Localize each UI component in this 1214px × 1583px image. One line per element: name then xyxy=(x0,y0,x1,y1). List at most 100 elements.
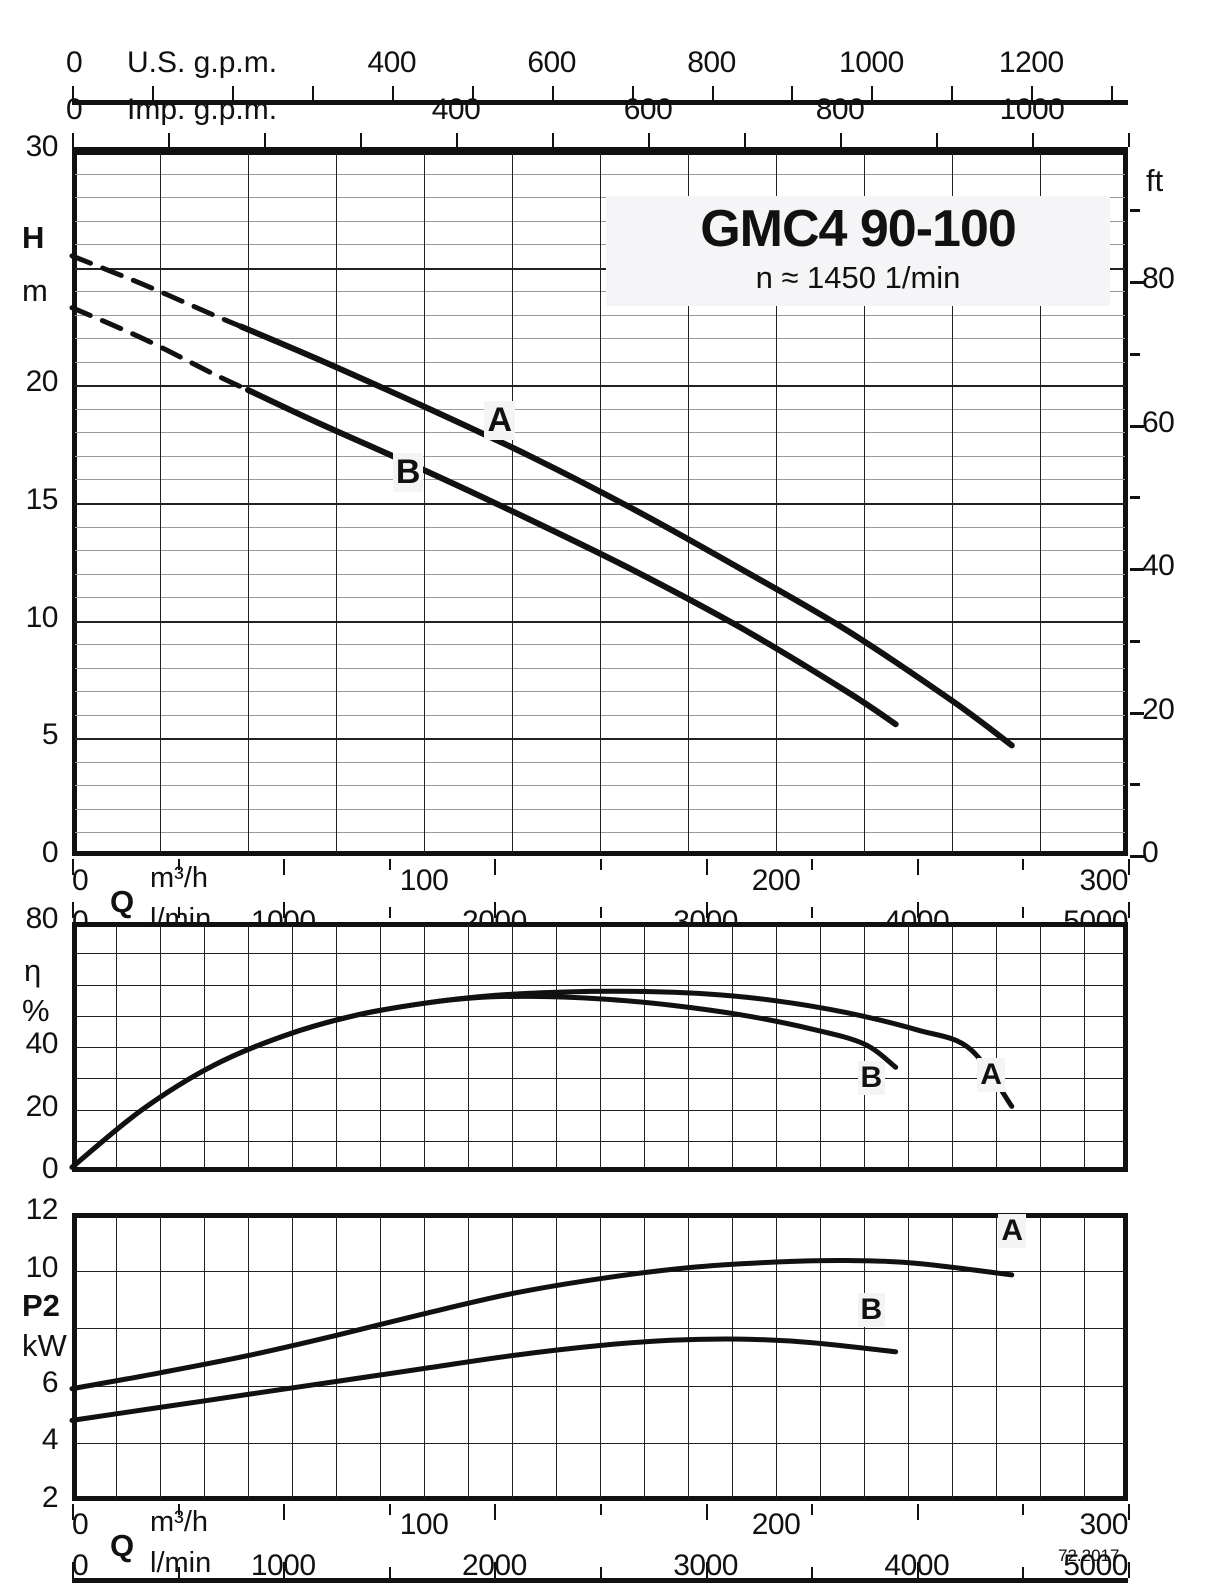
power-q-m3h-tick-label: 0 xyxy=(72,1508,89,1541)
efficiency-curve-b xyxy=(69,993,899,1170)
power-curve-a xyxy=(69,1257,1015,1392)
efficiency-top-tick xyxy=(1128,902,1130,918)
power-gridline-vertical xyxy=(380,1216,381,1498)
efficiency-gridline-vertical xyxy=(160,925,161,1169)
head-bottom-tick-mark xyxy=(283,859,286,875)
efficiency-gridline-vertical xyxy=(688,925,689,1169)
head-y-right-tick-label: 80 xyxy=(1142,262,1175,296)
head-gridline-vertical xyxy=(1040,153,1041,853)
head-curve-a xyxy=(238,323,1015,749)
head-y-tick-label: 15 xyxy=(25,483,59,516)
efficiency-gridline-vertical xyxy=(908,925,909,1169)
us-gpm-tick xyxy=(711,86,714,100)
power-q-tick xyxy=(600,1567,602,1578)
head-right-tick xyxy=(1130,424,1144,428)
us-gpm-unit-name: U.S. g.p.m. xyxy=(127,46,278,79)
us-gpm-tick-label: 0 xyxy=(66,46,83,79)
efficiency-top-tick xyxy=(72,902,74,918)
efficiency-y-tick-label: 20 xyxy=(25,1089,59,1123)
power-gridline-vertical xyxy=(776,1216,777,1498)
power-gridline-vertical xyxy=(908,1216,909,1498)
head-curve-b-dashed xyxy=(69,305,251,393)
power-q-m3h-tick-label: 100 xyxy=(399,1508,449,1541)
imp-gpm-tick xyxy=(360,133,362,147)
power-q-tick xyxy=(283,1562,286,1578)
imp-gpm-unit-name: Imp. g.p.m. xyxy=(127,93,278,126)
head-gridline-vertical xyxy=(160,153,161,853)
head-bottom-tick-mark xyxy=(811,859,814,870)
efficiency-curve-label-a: A xyxy=(977,1057,1005,1092)
power-curve-label-a: A xyxy=(998,1214,1027,1249)
head-y-right-tick-label: 40 xyxy=(1142,549,1175,582)
power-q-tick xyxy=(811,1567,814,1578)
head-bottom-tick-mark xyxy=(1128,859,1130,875)
efficiency-gridline-vertical xyxy=(336,925,337,1169)
imp-gpm-tick xyxy=(264,133,266,147)
power-gridline-vertical xyxy=(864,1216,865,1498)
power-q-m3h-tick-label: 200 xyxy=(751,1508,801,1541)
power-gridline-vertical xyxy=(160,1216,161,1498)
us-gpm-tick xyxy=(151,86,154,100)
us-gpm-tick xyxy=(871,86,874,100)
efficiency-gridline-vertical xyxy=(600,925,601,1169)
power-q-q-symbol: Q xyxy=(110,1528,135,1563)
head-right-tick xyxy=(1130,855,1144,858)
imp-gpm-tick xyxy=(744,133,746,147)
head-q-q-symbol: Q xyxy=(110,884,135,919)
imp-gpm-tick-label: 1000 xyxy=(999,93,1065,126)
head-q-m3h-tick-label: 300 xyxy=(1079,864,1128,897)
efficiency-gridline-vertical xyxy=(952,925,953,1169)
power-q-tick xyxy=(388,1567,391,1578)
power-gridline-vertical xyxy=(820,1216,821,1498)
power-y-tick-label: 12 xyxy=(25,1193,59,1226)
efficiency-gridline-vertical xyxy=(116,925,117,1169)
efficiency-gridline-vertical xyxy=(996,925,997,1169)
imp-gpm-tick xyxy=(552,133,554,147)
power-gridline-vertical xyxy=(644,1216,645,1498)
head-axis-unit: m xyxy=(22,273,48,308)
us-gpm-tick xyxy=(951,86,954,100)
imp-gpm-tick-label: 800 xyxy=(815,93,865,126)
head-y-right-tick-label: 60 xyxy=(1142,405,1175,439)
head-gridline-vertical xyxy=(688,153,689,853)
power-gridline-vertical xyxy=(116,1216,117,1498)
imp-gpm-tick-label: 0 xyxy=(66,93,83,126)
head-y-right-tick-label: 0 xyxy=(1142,836,1159,869)
head-curve-label-b: B xyxy=(392,452,424,492)
efficiency-top-tick xyxy=(494,902,497,918)
power-gridline-vertical xyxy=(600,1216,601,1498)
efficiency-y-tick-label: 0 xyxy=(41,1152,59,1185)
head-y-tick-label: 30 xyxy=(25,130,59,163)
efficiency-gridline-vertical xyxy=(864,925,865,1169)
head-right-minor-tick xyxy=(1130,639,1140,643)
power-axis-unit: kW xyxy=(22,1328,67,1363)
head-curve-a-dashed xyxy=(69,253,244,329)
head-gridline-vertical xyxy=(776,153,777,853)
us-gpm-tick xyxy=(471,86,474,100)
us-gpm-tick xyxy=(631,86,634,100)
efficiency-gridline-vertical xyxy=(1040,925,1041,1169)
chart-speed-label: n ≈ 1450 1/min xyxy=(755,259,961,295)
efficiency-top-tick xyxy=(811,907,814,918)
head-right-minor-tick xyxy=(1130,496,1140,500)
power-gridline-vertical xyxy=(688,1216,689,1498)
imp-gpm-tick xyxy=(840,133,842,147)
head-right-tick xyxy=(1130,711,1144,715)
efficiency-gridline-vertical xyxy=(512,925,513,1169)
power-gridline-vertical xyxy=(996,1216,997,1498)
us-gpm-tick-label: 1200 xyxy=(998,46,1064,79)
head-bottom-tick-mark xyxy=(1022,859,1025,870)
head-gridline-vertical xyxy=(424,153,425,853)
power-bottom-tick xyxy=(705,1504,708,1520)
power-axis-symbol: P2 xyxy=(22,1288,60,1323)
head-curve-label-a: A xyxy=(484,400,515,440)
power-gridline-vertical xyxy=(468,1216,469,1498)
efficiency-gridline-vertical xyxy=(292,925,293,1169)
head-y-tick-label: 10 xyxy=(25,600,59,634)
imp-gpm-tick xyxy=(456,133,458,147)
head-gridline-vertical xyxy=(248,153,249,853)
power-bottom-tick xyxy=(916,1504,919,1520)
